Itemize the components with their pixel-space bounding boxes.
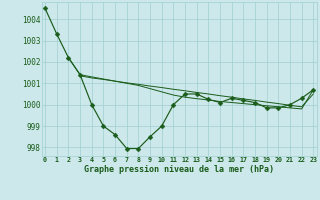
X-axis label: Graphe pression niveau de la mer (hPa): Graphe pression niveau de la mer (hPa) [84,165,274,174]
